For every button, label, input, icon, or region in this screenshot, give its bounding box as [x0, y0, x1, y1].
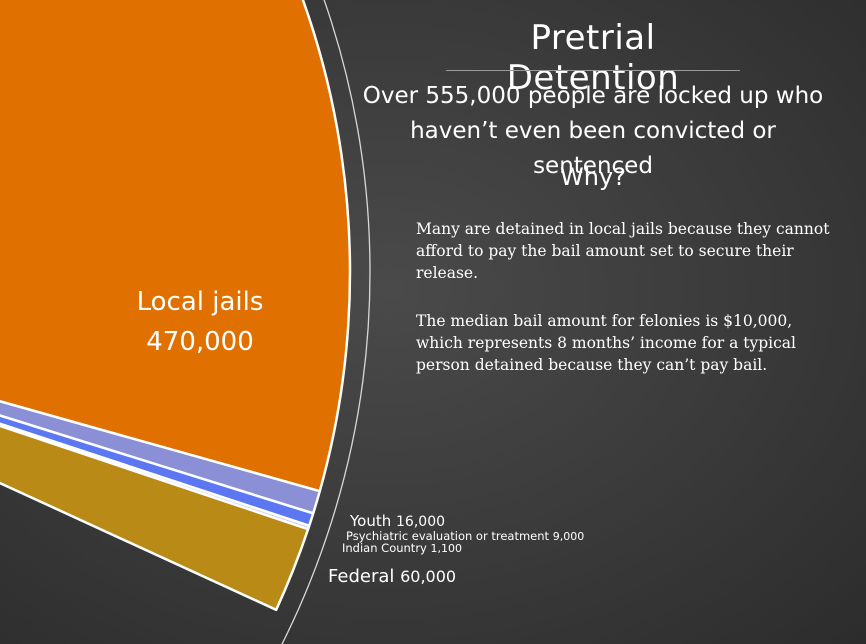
pie-slice-local-jails — [0, 0, 352, 493]
label-psychiatric: Psychiatric evaluation or treatment 9,00… — [346, 529, 584, 543]
explanation-paragraph-2: The median bail amount for felonies is $… — [416, 312, 796, 374]
chart-title: Pretrial Detention — [506, 18, 680, 98]
subtitle-line-2: haven’t even been convicted or sentenced — [410, 118, 776, 179]
chart-subtitle: Over 555,000 people are locked up who ha… — [352, 79, 834, 184]
title-divider — [446, 70, 740, 71]
subtitle-line-1: Over 555,000 people are locked up who — [362, 83, 824, 109]
pie-slice-federal — [0, 424, 310, 612]
label-federal: Federal 60,000 — [328, 566, 456, 587]
label-youth: Youth 16,000 — [349, 512, 445, 530]
why-heading: Why? — [560, 163, 626, 191]
explanation-paragraph-1: Many are detained in local jails because… — [416, 220, 830, 282]
outer-ring-arc — [281, 0, 371, 644]
label-local-jails-value: 470,000 — [146, 327, 254, 357]
label-indian-country: Indian Country 1,100 — [342, 541, 462, 555]
label-local-jails-name: Local jails — [137, 287, 264, 317]
